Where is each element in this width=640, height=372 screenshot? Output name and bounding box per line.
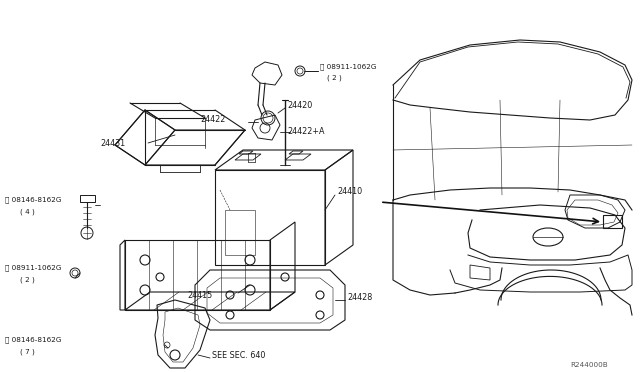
- Text: 24420: 24420: [287, 100, 312, 109]
- Text: Ⓑ 08146-8162G: Ⓑ 08146-8162G: [5, 337, 61, 343]
- Text: R244000B: R244000B: [570, 362, 608, 368]
- Text: 24431: 24431: [100, 138, 125, 148]
- Text: ( 4 ): ( 4 ): [20, 209, 35, 215]
- Text: ( 2 ): ( 2 ): [327, 75, 342, 81]
- Text: Ⓝ 08911-1062G: Ⓝ 08911-1062G: [320, 64, 376, 70]
- Text: Ⓢ 08146-8162G: Ⓢ 08146-8162G: [5, 197, 61, 203]
- Text: Ⓝ 08911-1062G: Ⓝ 08911-1062G: [5, 265, 61, 271]
- Text: SEE SEC. 640: SEE SEC. 640: [212, 350, 266, 359]
- Text: 24428: 24428: [347, 294, 372, 302]
- Text: 24415: 24415: [187, 291, 212, 299]
- Text: ( 2 ): ( 2 ): [20, 277, 35, 283]
- Text: 24422: 24422: [200, 115, 225, 124]
- Text: 24410: 24410: [337, 187, 362, 196]
- Text: 24422+A: 24422+A: [287, 128, 324, 137]
- Text: ( 7 ): ( 7 ): [20, 349, 35, 355]
